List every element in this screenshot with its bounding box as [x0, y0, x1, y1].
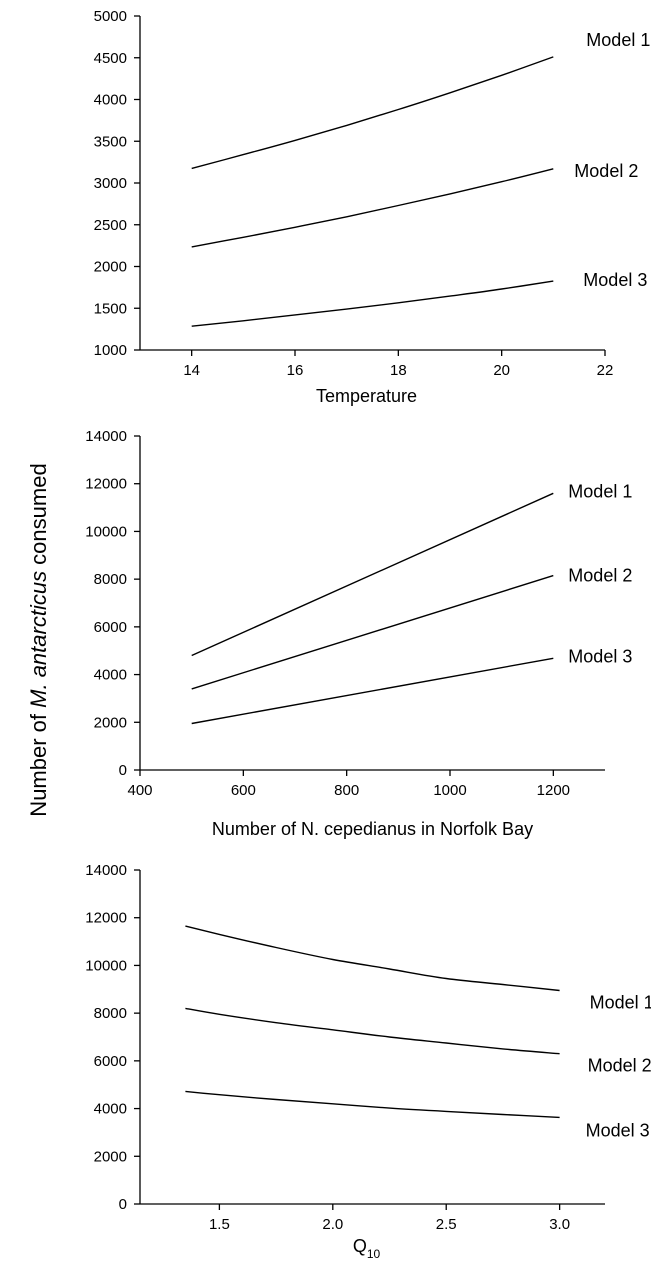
y-tick-label: 8000	[94, 1005, 127, 1022]
x-tick-label: 1.5	[209, 1216, 230, 1233]
chart-panel-2: 0 2000 4000 6000 8000 10000 12000 14000 400 600 80…	[85, 428, 632, 839]
series-label-model-2: Model 2	[574, 161, 638, 181]
series-line-model-2	[191, 168, 554, 248]
y-tick-label: 1500	[94, 300, 127, 317]
y-tick-label: 4000	[94, 1101, 127, 1118]
x-tick-label: 2.0	[322, 1216, 343, 1233]
series-line-model-3	[185, 1090, 560, 1119]
x-tick-label: 18	[390, 362, 407, 379]
y-tick-label: 14000	[85, 862, 127, 879]
x-tick-label: 1200	[537, 782, 570, 799]
series-label-model-1: Model 1	[586, 30, 650, 50]
series-label-model-3: Model 3	[568, 646, 632, 666]
series-line-model-2	[191, 574, 554, 690]
chart-panel-1: 1000 1500 2000 2500 3000 3500 4000 4500 5000 14 16…	[94, 8, 651, 406]
chart-panel-3: 0 2000 4000 6000 8000 10000 12000 14000 1.5 2.0 2.…	[85, 862, 651, 1261]
series-line-model-1	[191, 56, 554, 170]
y-tick-label: 6000	[94, 1053, 127, 1070]
x-tick-label: 14	[183, 362, 200, 379]
x-tick-label: 20	[493, 362, 510, 379]
y-tick-label: 10000	[85, 957, 127, 974]
x-tick-label: 16	[287, 362, 304, 379]
x-axis-label-main: Q	[353, 1236, 367, 1256]
y-tick-label: 2500	[94, 217, 127, 234]
x-tick-label: 600	[231, 782, 256, 799]
y-tick-label: 2000	[94, 259, 127, 276]
x-tick-label: 22	[597, 362, 614, 379]
y-tick-label: 4500	[94, 50, 127, 67]
series-label-model-3: Model 3	[583, 270, 647, 290]
series-label-model-3: Model 3	[586, 1120, 650, 1140]
y-tick-label: 8000	[94, 571, 127, 588]
y-tick-label: 12000	[85, 910, 127, 927]
y-tick-label: 6000	[94, 619, 127, 636]
series-label-model-2: Model 2	[568, 566, 632, 586]
y-tick-label: 10000	[85, 523, 127, 540]
x-tick-label: 400	[127, 782, 152, 799]
y-axis-label-suffix: consumed	[26, 463, 51, 571]
y-tick-label: 4000	[94, 92, 127, 109]
y-tick-label: 4000	[94, 667, 127, 684]
y-tick-label: 3000	[94, 175, 127, 192]
x-axis-label: Q10	[353, 1236, 381, 1261]
series-line-model-2	[185, 1007, 560, 1055]
y-tick-label: 5000	[94, 8, 127, 25]
y-tick-label: 3500	[94, 133, 127, 150]
series-line-model-3	[191, 657, 554, 725]
y-axis-label-prefix: Number of	[26, 708, 51, 817]
x-axis-label-subscript: 10	[367, 1247, 381, 1261]
series-label-model-1: Model 1	[590, 992, 651, 1012]
x-tick-label: 1000	[433, 782, 466, 799]
y-axis-label: Number of M. antarcticus consumed	[26, 463, 51, 816]
x-tick-label: 2.5	[436, 1216, 457, 1233]
y-axis-label-species: M. antarcticus	[26, 571, 51, 708]
y-tick-label: 1000	[94, 342, 127, 359]
series-line-model-1	[191, 492, 554, 657]
series-line-model-1	[185, 925, 560, 992]
y-tick-label: 12000	[85, 476, 127, 493]
x-tick-label: 3.0	[549, 1216, 570, 1233]
series-line-model-3	[191, 280, 554, 327]
x-axis-label: Temperature	[316, 386, 417, 406]
x-tick-label: 800	[334, 782, 359, 799]
series-label-model-1: Model 1	[568, 481, 632, 501]
y-tick-label: 0	[119, 762, 127, 779]
series-label-model-2: Model 2	[588, 1056, 651, 1076]
y-tick-label: 2000	[94, 1148, 127, 1165]
y-tick-label: 2000	[94, 714, 127, 731]
x-axis-label: Number of N. cepedianus in Norfolk Bay	[212, 819, 533, 839]
y-tick-label: 0	[119, 1196, 127, 1213]
y-tick-label: 14000	[85, 428, 127, 445]
